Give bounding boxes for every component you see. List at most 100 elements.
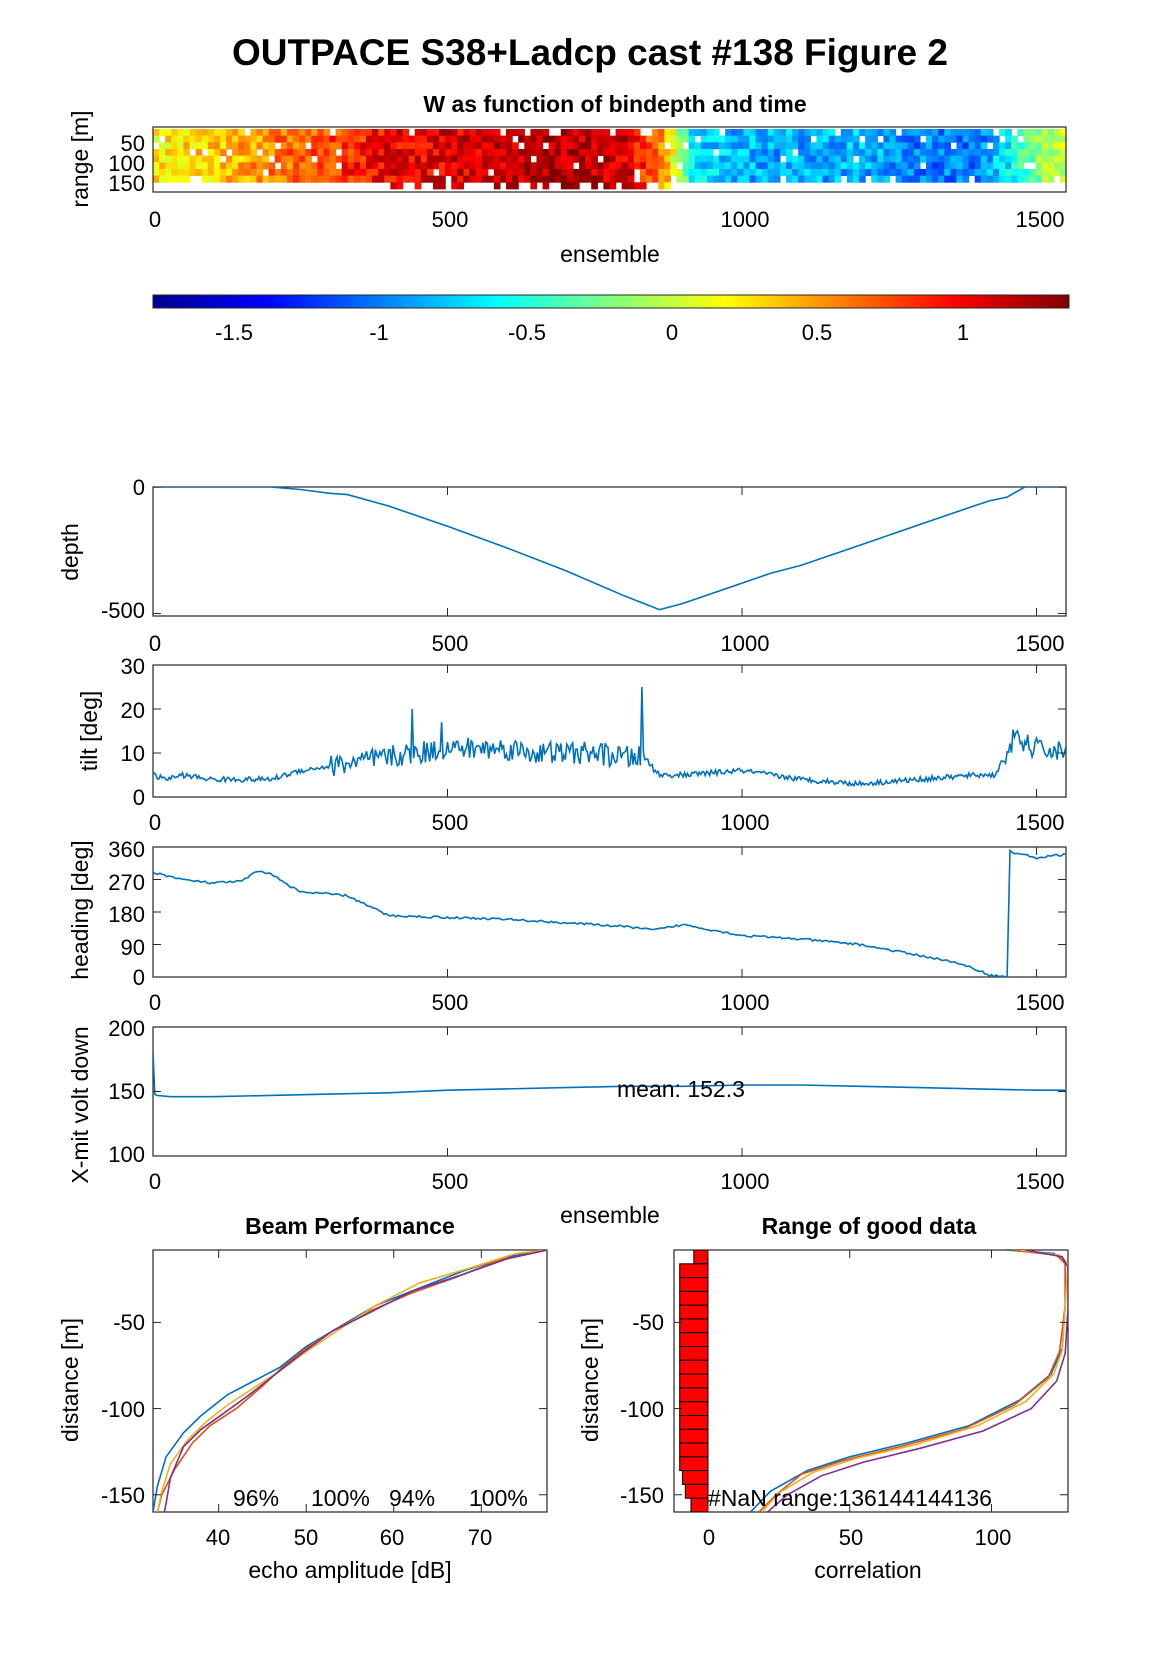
heatmap-cell [627,175,635,183]
heatmap-cell [834,155,842,163]
heatmap-cell [366,155,373,163]
heatmap-cell [859,142,866,150]
heatmap-cell [603,175,611,183]
w-image-ytick-label: 150 [108,171,145,196]
heatmap-cell [932,162,939,170]
heatmap-cell [621,129,629,137]
heatmap-cell [755,155,763,163]
range-title: Range of good data [762,1213,977,1239]
heatmap-cell [390,168,398,177]
heatmap-cell [347,148,355,157]
heatmap-cell [226,129,233,137]
heatmap-cell [749,129,757,137]
heatmap-cell [396,142,404,150]
heatmap-cell [1011,162,1018,170]
heatmap-cell [554,162,562,170]
heatmap-cell [353,175,361,183]
heatmap-cell [658,182,665,190]
heatmap-cell [353,135,361,143]
heatmap-cell [439,135,446,143]
heatmap-cell [786,148,793,157]
heatmap-cell [852,175,860,183]
w-image-title: W as function of bindepth and time [423,91,806,117]
heatmap-cell [219,168,227,177]
heatmap-cell [938,148,945,157]
heatmap-cell [792,135,799,143]
heatmap-cell [384,168,391,177]
heatmap-cell [451,162,458,170]
heatmap-cell [688,155,696,163]
heatmap-cell [207,168,215,177]
heatmap-cell [944,142,951,150]
heatmap-cell [974,162,982,170]
heatmap-cell [189,142,197,150]
heatmap-cell [761,148,769,157]
heatmap-cell [700,155,708,163]
beam-panel: Beam Performance 96% 100% 94% 100% 40 50… [57,1213,548,1583]
heatmap-cell [712,142,720,150]
heatmap-cell [865,142,872,150]
heatmap-cell [353,148,361,157]
heatmap-cell [384,175,391,183]
heatmap-cell [956,135,964,143]
heatmap-cell [926,168,933,177]
heatmap-cell [457,129,465,137]
heatmap-cell [378,148,385,157]
heatmap-cell [907,168,915,177]
heatmap-cell [572,168,580,177]
heatmap-cell [664,155,671,163]
w-image-ytick-label: 50 [121,131,145,156]
heatmap-cell [932,135,939,143]
heatmap-cell [591,155,598,163]
heatmap-cell [932,168,939,177]
heatmap-cell [919,175,927,183]
heatmap-cell [189,162,197,170]
depth-axes [152,486,1067,617]
heatmap-cell [512,148,519,157]
range-ytick-label: -50 [632,1310,664,1335]
heatmap-cell [706,162,714,170]
heatmap-cell [609,175,617,183]
heatmap-cell [676,129,684,137]
heatmap-cell [335,135,343,143]
heatmap-cell [219,162,227,170]
heading-panel: 0 500 1000 1500 360 270 180 90 0 [108,837,1067,1015]
heatmap-cell [317,155,325,163]
heatmap-cell [767,168,775,177]
heatmap-cell [761,155,769,163]
heatmap-cell [402,135,410,143]
heatmap-cell [165,142,172,150]
heatmap-cell [408,162,416,170]
heatmap-cell [560,162,568,170]
heatmap-cell [1017,162,1024,170]
heatmap-cell [445,142,452,150]
heatmap-cell [572,182,580,190]
heatmap-cell [153,129,160,137]
heatmap-cell [901,135,909,143]
heatmap-cell [171,129,178,137]
heatmap-cell [341,135,349,143]
heatmap-cell [682,175,690,183]
heatmap-cell [646,135,653,143]
heatmap-cell [323,162,331,170]
depth-xtick-label: 1000 [721,631,770,656]
heatmap-cell [524,135,531,143]
heatmap-cell [944,168,951,177]
heatmap-cell [280,135,288,143]
heatmap-cell [329,135,337,143]
colorbar-tick-label: 1 [957,320,969,345]
heatmap-cell [506,135,513,143]
heatmap-cell [786,142,793,150]
heatmap-cell [183,168,191,177]
heatmap-cell [420,129,428,137]
heatmap-cell [652,162,659,170]
heatmap-cell [737,129,745,137]
heatmap-cell [256,129,264,137]
heatmap-cell [719,148,726,157]
heatmap-cell [725,135,732,143]
heatmap-cell [877,155,884,163]
voltage-ytick-label: 200 [108,1016,145,1041]
heatmap-cell [822,148,830,157]
heatmap-cell [512,182,519,190]
heatmap-cell [536,162,544,170]
